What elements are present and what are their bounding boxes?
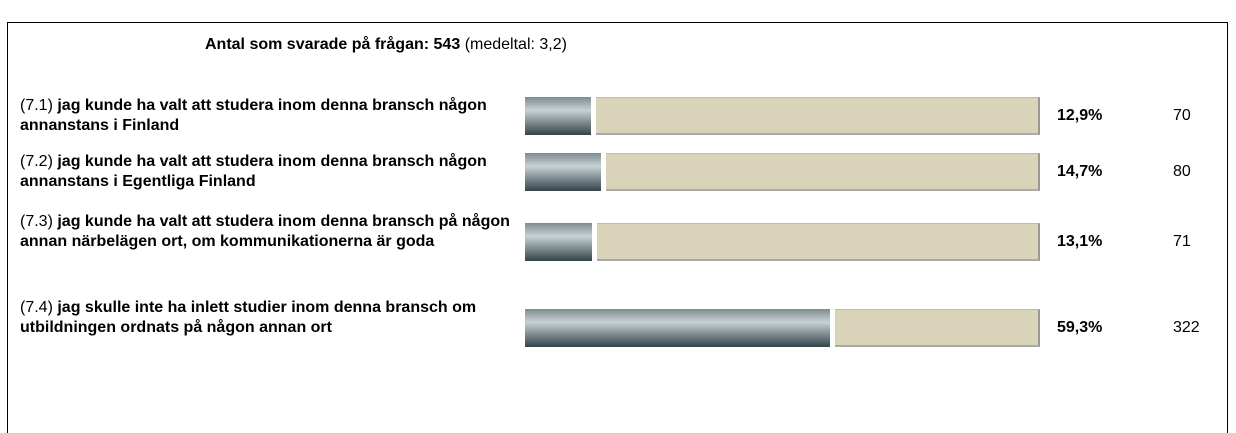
header-label: Antal som svarade på frågan: xyxy=(205,36,430,53)
row-text: jag skulle inte ha inlett studier inom d… xyxy=(20,299,477,336)
row-label: (7.2) jag kunde ha valt att studera inom… xyxy=(20,152,510,192)
respondents: 543 xyxy=(433,36,461,53)
row-code: (7.1) xyxy=(20,97,53,114)
value-label: 59,3% xyxy=(1057,319,1103,336)
bar xyxy=(525,309,831,347)
bar xyxy=(525,223,593,261)
count: 322 xyxy=(1173,319,1200,336)
frame xyxy=(7,22,1228,433)
row-code: (7.4) xyxy=(20,299,53,316)
row-label: (7.1) jag kunde ha valt att studera inom… xyxy=(20,96,510,136)
page: Antal som svarade på frågan: 543 (medelt… xyxy=(7,22,1228,433)
header: Antal som svarade på frågan: 543 (medelt… xyxy=(205,36,567,54)
bar-track xyxy=(605,153,1040,191)
row-label: (7.4) jag skulle inte ha inlett studier … xyxy=(20,298,510,338)
count: 80 xyxy=(1173,163,1191,180)
bar-track xyxy=(596,97,1040,135)
bar xyxy=(525,97,592,135)
count: 71 xyxy=(1173,233,1191,250)
bar xyxy=(525,153,601,191)
row-code: (7.3) xyxy=(20,213,53,230)
value-label: 13,1% xyxy=(1057,233,1103,250)
count: 70 xyxy=(1173,107,1191,124)
value-label: 14,7% xyxy=(1057,163,1103,180)
bar-track xyxy=(835,309,1040,347)
bar-track xyxy=(597,223,1040,261)
row-text: jag kunde ha valt att studera inom denna… xyxy=(20,213,510,250)
row-code: (7.2) xyxy=(20,153,53,170)
mean: (medeltal: 3,2) xyxy=(464,36,567,53)
row-text: jag kunde ha valt att studera inom denna… xyxy=(20,97,487,134)
value-label: 12,9% xyxy=(1057,107,1103,124)
row-label: (7.3) jag kunde ha valt att studera inom… xyxy=(20,212,510,252)
row-text: jag kunde ha valt att studera inom denna… xyxy=(20,153,487,190)
